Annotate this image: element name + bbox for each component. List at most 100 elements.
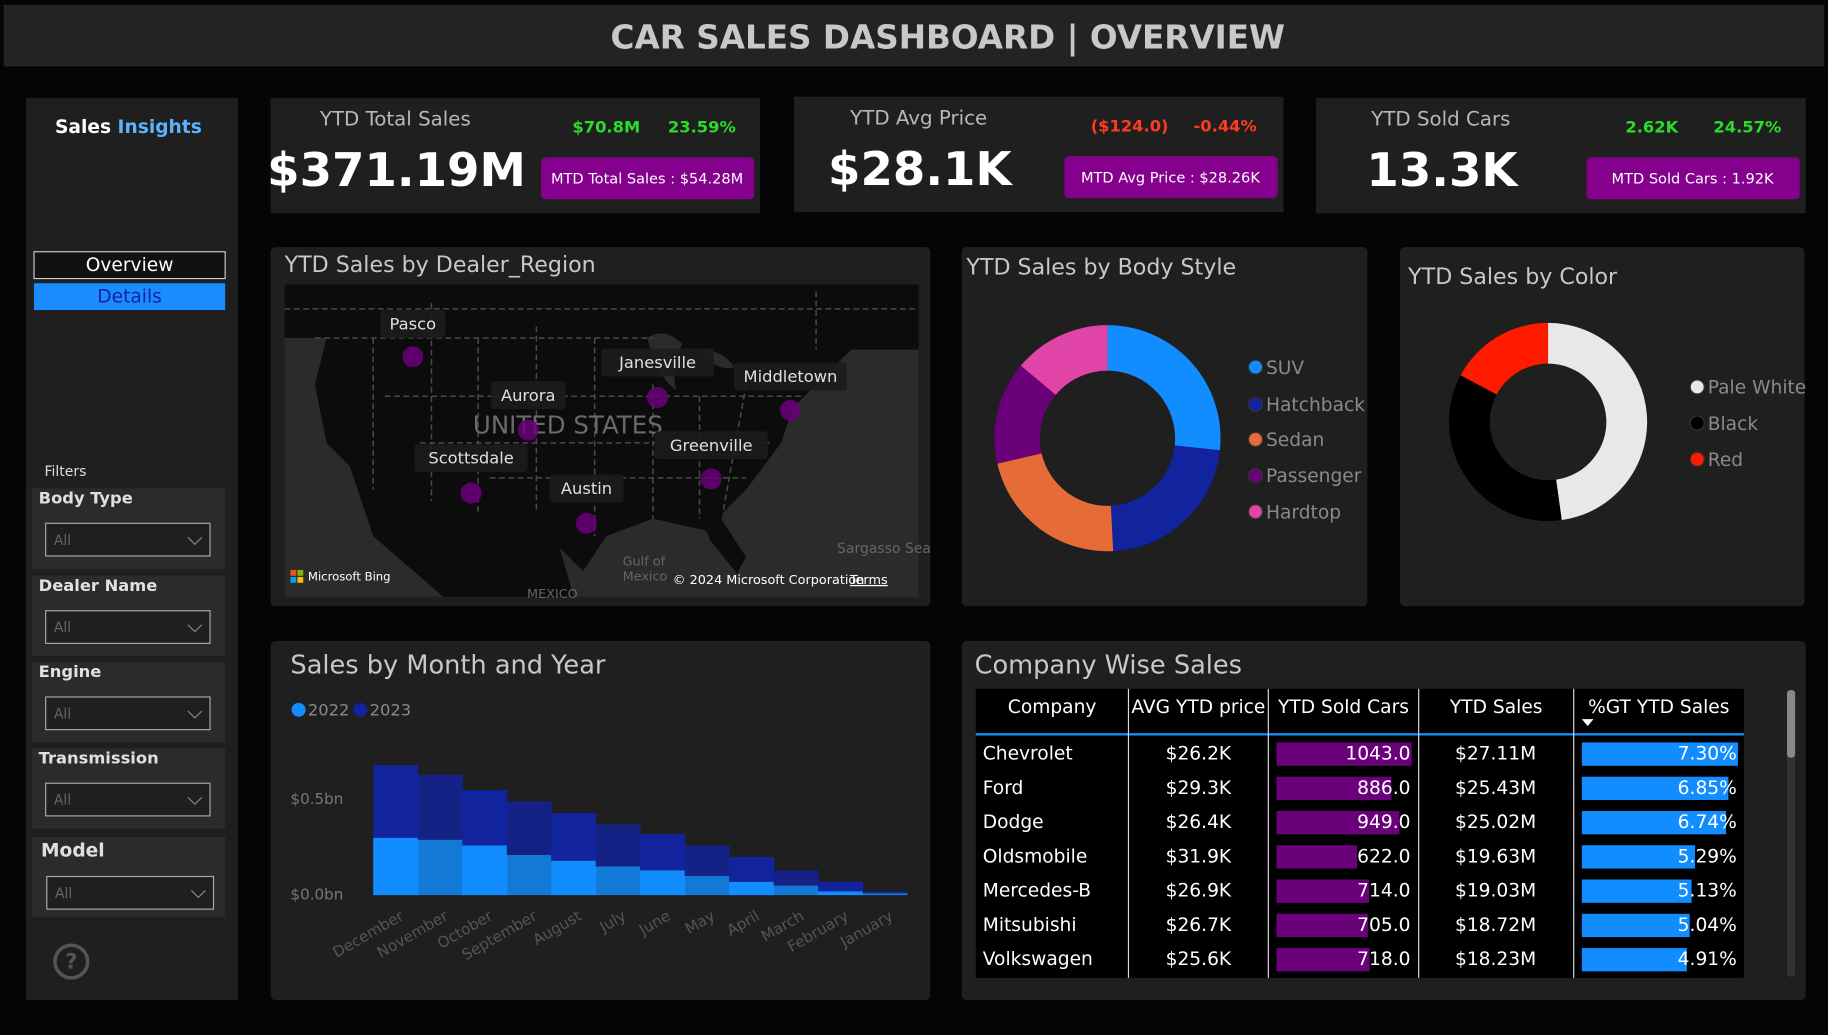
filter-value[interactable]: All [55, 886, 72, 902]
share-bar [1581, 879, 1692, 903]
bing-logo [290, 576, 297, 583]
city-bubble[interactable] [460, 482, 482, 504]
scrollbar-thumb[interactable] [1786, 690, 1796, 758]
kpi-value: 13.3K [1366, 143, 1519, 197]
sold-label: 949.0 [1357, 812, 1410, 833]
donut-slice[interactable] [1548, 322, 1648, 521]
share-bar [1581, 742, 1739, 766]
nav-label[interactable]: Details [97, 287, 162, 308]
cell-company: Mitsubishi [983, 915, 1077, 936]
area-band[interactable] [640, 870, 686, 896]
area-band[interactable] [818, 881, 864, 892]
donut-slice[interactable] [997, 453, 1114, 552]
share-bar [1581, 845, 1696, 869]
city-bubble[interactable] [700, 468, 722, 490]
help-icon[interactable] [53, 943, 90, 980]
city-bubble[interactable] [517, 419, 539, 441]
column-header[interactable]: AVG YTD price [1131, 697, 1265, 718]
city-label: Greenville [670, 436, 753, 455]
filter-value[interactable]: All [54, 706, 71, 722]
city-tag [733, 362, 847, 391]
area-band[interactable] [862, 891, 908, 894]
column-header[interactable]: YTD Sales [1449, 697, 1543, 718]
sold-bar [1276, 948, 1370, 972]
scrollbar-track[interactable] [1786, 690, 1796, 977]
mtd-badge [541, 157, 755, 200]
area-band[interactable] [595, 824, 641, 867]
legend-marker [1247, 431, 1264, 447]
filter-label: Model [41, 840, 105, 861]
sort-icon[interactable] [1581, 719, 1594, 727]
brand: Sales Insights [55, 117, 202, 138]
dropdown-chevron[interactable] [190, 890, 206, 899]
dropdown-chevron[interactable] [187, 536, 203, 546]
area-band[interactable] [862, 893, 908, 896]
column-header[interactable]: Company [1008, 697, 1097, 718]
area-band[interactable] [417, 774, 463, 840]
donut-slice[interactable] [1460, 322, 1549, 395]
column-header[interactable]: %GT YTD Sales [1588, 697, 1729, 718]
area-band[interactable] [506, 801, 552, 855]
legend-marker [291, 702, 306, 717]
help-icon-glyph[interactable]: ? [65, 950, 77, 974]
area-band[interactable] [684, 876, 730, 896]
filter-dropdown[interactable] [45, 782, 211, 817]
legend-marker [1247, 359, 1264, 375]
dropdown-chevron[interactable] [187, 796, 203, 806]
donut-slice[interactable] [1448, 375, 1562, 521]
dropdown-chevron[interactable] [187, 710, 203, 719]
legend-marker [353, 702, 368, 717]
area-band[interactable] [773, 885, 819, 896]
map-terms[interactable]: Terms [849, 573, 888, 588]
filter-dropdown[interactable] [45, 610, 211, 644]
dashboard-title: CAR SALES DASHBOARD | OVERVIEW [611, 19, 1285, 58]
nav-label[interactable]: Overview [86, 255, 174, 276]
area-band[interactable] [818, 891, 864, 896]
city-tag [601, 348, 715, 377]
area-band[interactable] [462, 790, 508, 846]
nav-button[interactable] [34, 283, 226, 311]
column-header[interactable]: YTD Sold Cars [1277, 697, 1409, 718]
map-land [349, 466, 574, 597]
area-band[interactable] [417, 839, 463, 896]
filter-label: Transmission [39, 748, 159, 767]
donut-slice[interactable] [1110, 445, 1220, 552]
kpi-value: $371.19M [267, 143, 526, 197]
area-band[interactable] [595, 866, 641, 896]
cell-sales: $25.02M [1455, 812, 1536, 833]
area-band[interactable] [551, 812, 597, 861]
dropdown-chevron[interactable] [187, 624, 203, 633]
area-band[interactable] [773, 870, 819, 886]
area-band[interactable] [729, 856, 775, 882]
nav-button[interactable] [33, 251, 226, 280]
filter-value[interactable]: All [54, 620, 71, 636]
filter-dropdown[interactable] [45, 696, 211, 731]
area-band[interactable] [462, 845, 508, 896]
area-band[interactable] [373, 837, 419, 896]
donut-slice[interactable] [994, 365, 1056, 464]
area-band[interactable] [551, 860, 597, 896]
city-bubble[interactable] [647, 386, 669, 408]
area-band[interactable] [729, 881, 775, 896]
city-bubble[interactable] [779, 399, 801, 421]
cell-sales: $25.43M [1455, 778, 1536, 799]
filter-value[interactable]: All [54, 533, 71, 549]
cell-sales: $18.72M [1455, 915, 1536, 936]
kpi-change: ($124.0) [1091, 117, 1169, 136]
cell-price: $26.4K [1166, 812, 1232, 833]
cell-company: Mercedes-B [983, 881, 1091, 902]
cell-sales: $19.63M [1455, 846, 1536, 867]
city-bubble[interactable] [402, 346, 424, 368]
area-band[interactable] [373, 765, 419, 838]
legend-label: Black [1708, 414, 1759, 435]
area-band[interactable] [684, 845, 730, 877]
donut-slice[interactable] [1107, 325, 1221, 451]
filter-dropdown[interactable] [45, 522, 211, 557]
filter-value[interactable]: All [54, 793, 71, 809]
filter-dropdown[interactable] [46, 875, 215, 910]
city-bubble[interactable] [575, 512, 597, 534]
donut-slice[interactable] [1020, 325, 1108, 395]
area-band[interactable] [506, 854, 552, 896]
area-band[interactable] [640, 833, 686, 871]
filter-label: Body Type [39, 488, 133, 507]
